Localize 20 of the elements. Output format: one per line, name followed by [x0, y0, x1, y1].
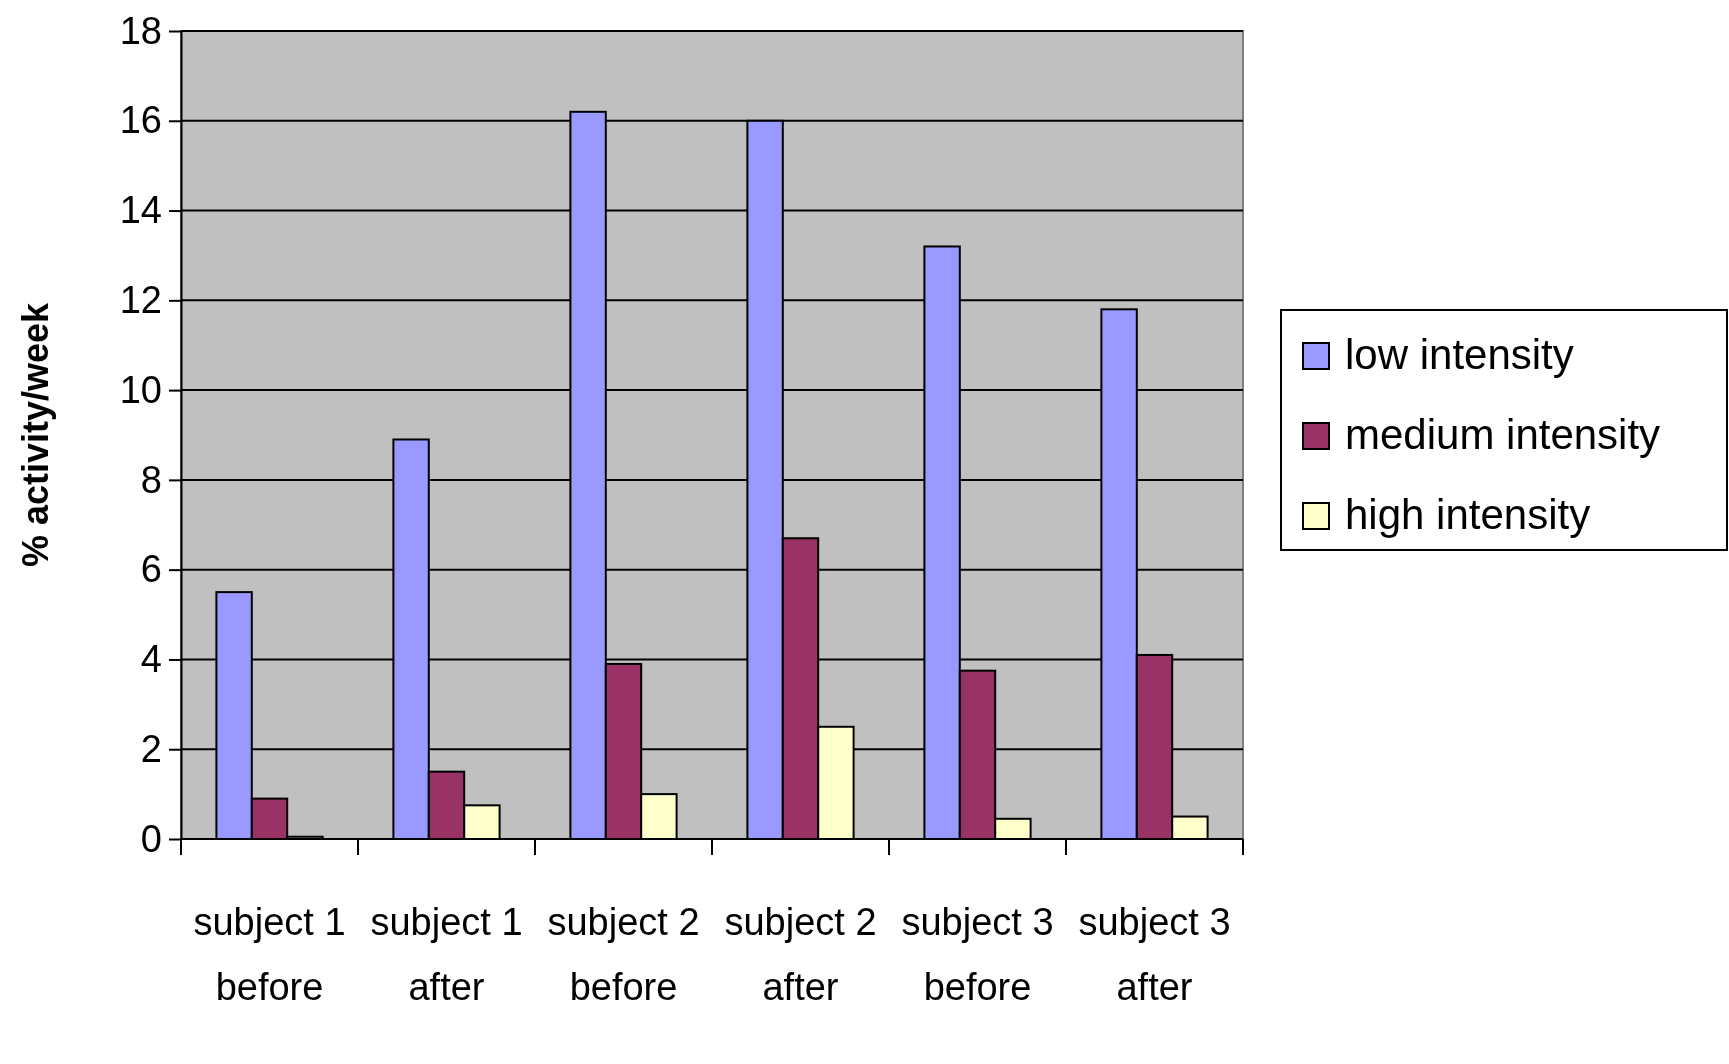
x-tick-label: subject 2 after [724, 901, 877, 1008]
y-tick-label: 4 [140, 638, 162, 681]
legend-label: low intensity [1345, 331, 1574, 378]
x-tick-label: subject 3 before [901, 901, 1054, 1008]
y-tick-label: 16 [119, 99, 162, 142]
y-tick-label: 6 [140, 548, 162, 591]
y-tick-label: 18 [119, 9, 162, 52]
legend-label: medium intensity [1345, 411, 1661, 458]
y-tick-label: 8 [140, 458, 162, 501]
legend-label: high intensity [1345, 491, 1591, 538]
y-tick-label: 0 [140, 817, 162, 860]
y-axis-title: % activity/week [15, 301, 56, 568]
x-tick-label: subject 2 before [547, 901, 700, 1008]
y-tick-label: 10 [119, 368, 162, 411]
x-tick-label: subject 3 after [1078, 901, 1231, 1008]
y-tick-label: 14 [119, 189, 162, 232]
x-tick-label: subject 1 before [193, 901, 346, 1008]
y-tick-label: 2 [140, 727, 162, 770]
y-tick-label: 12 [119, 278, 162, 321]
x-tick-label: subject 1 after [370, 901, 523, 1008]
